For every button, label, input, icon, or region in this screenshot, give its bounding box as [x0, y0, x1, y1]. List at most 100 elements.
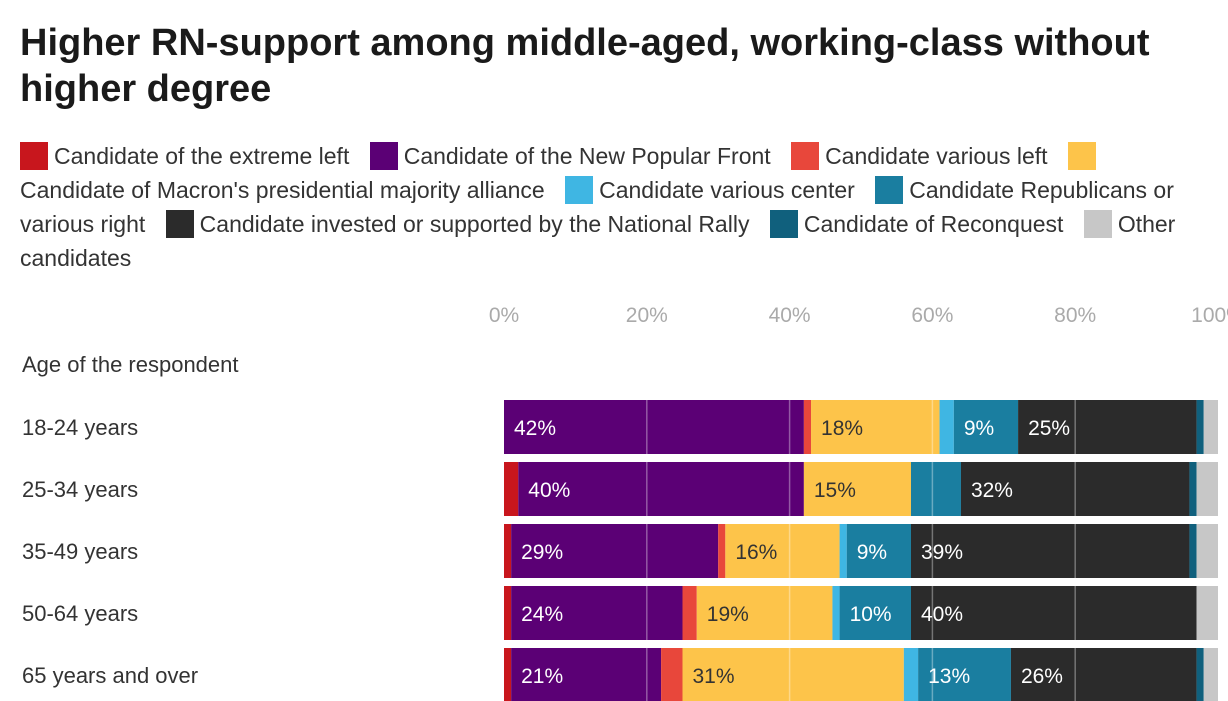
legend-swatch	[369, 142, 398, 170]
legend-label: Candidate of Reconquest	[803, 211, 1064, 237]
bar-segment	[682, 586, 697, 640]
category-label: 18-24 years	[22, 415, 138, 440]
bar-segment	[953, 400, 1019, 454]
legend-label: Candidate various left	[825, 143, 1048, 169]
legend-label: Candidate of the extreme left	[54, 143, 350, 169]
bar-segment	[1196, 462, 1218, 516]
data-label: 9%	[964, 417, 994, 440]
bar-segment	[846, 524, 911, 578]
legend: Candidate of the extreme left Candidate …	[20, 139, 1190, 275]
legend-swatch	[565, 176, 594, 204]
bar-segment	[839, 524, 847, 578]
bar-segment	[1196, 524, 1218, 578]
bar-segment	[910, 462, 961, 516]
bar-segment	[903, 648, 919, 701]
x-axis-ticks: 0% 20% 40% 60% 80% 100%	[489, 304, 1228, 327]
data-label: 16%	[735, 541, 777, 564]
x-tick-label: 60%	[911, 304, 953, 327]
legend-item-macron-alliance: Candidate of Macron's presidential major…	[20, 142, 1102, 203]
data-label: 42%	[514, 417, 556, 440]
bar-segment	[803, 462, 911, 516]
legend-label: Candidate various center	[599, 177, 855, 203]
data-label: 40%	[528, 479, 570, 502]
legend-item-new-popular-front: Candidate of the New Popular Front	[369, 142, 771, 170]
bar-segment	[511, 586, 683, 640]
legend-item-reconquest: Candidate of Reconquest	[769, 210, 1064, 238]
bar-segment	[1196, 586, 1218, 640]
category-label: 50-64 years	[22, 601, 138, 626]
bar-segment	[1196, 400, 1204, 454]
legend-swatch	[20, 142, 48, 170]
data-label: 29%	[521, 541, 563, 564]
x-tick-label: 20%	[626, 304, 668, 327]
bar-segment	[504, 462, 519, 516]
data-label: 40%	[921, 603, 963, 626]
bar-segment	[511, 524, 719, 578]
bar-segment	[910, 586, 1197, 640]
bar-segment	[504, 524, 512, 578]
bar-segment	[1189, 462, 1197, 516]
legend-item-various-left: Candidate various left	[791, 142, 1048, 170]
data-label: 39%	[921, 541, 963, 564]
bar-segment	[811, 400, 940, 454]
legend-label: Candidate of Macron's presidential major…	[20, 177, 545, 203]
stacked-bar-chart: 0% 20% 40% 60% 80% 100% Age of the respondent…	[22, 304, 1228, 701]
bar-segment	[696, 586, 833, 640]
legend-item-extreme-left: Candidate of the extreme left	[20, 142, 350, 170]
data-label: 24%	[521, 603, 563, 626]
category-label: 35-49 years	[22, 539, 138, 564]
bar-segment	[1018, 400, 1197, 454]
bar-segment	[504, 400, 804, 454]
bar-segment	[504, 648, 512, 701]
category-label: 65 years and over	[22, 663, 198, 688]
data-label: 10%	[850, 603, 892, 626]
legend-swatch	[1067, 142, 1096, 170]
bar-segment	[518, 462, 804, 516]
data-label: 26%	[1021, 665, 1063, 688]
legend-swatch	[769, 210, 798, 238]
data-label: 18%	[821, 417, 863, 440]
legend-label: Candidate invested or supported by the N…	[199, 211, 750, 237]
x-tick-label: 100%	[1191, 304, 1228, 327]
bar-segment	[832, 586, 840, 640]
legend-item-other: Other candidates	[20, 210, 1175, 271]
data-label: 13%	[928, 665, 970, 688]
legend-swatch	[1083, 210, 1112, 238]
bar-segment	[1189, 524, 1197, 578]
gridlines	[646, 400, 1076, 701]
bar-segment	[1203, 400, 1218, 454]
legend-label: Candidate Republicans or various right	[20, 177, 1174, 237]
bar-segment	[1196, 648, 1204, 701]
data-label: 32%	[971, 479, 1013, 502]
bar-segment	[918, 648, 1011, 701]
x-tick-label: 80%	[1054, 304, 1096, 327]
x-tick-label: 40%	[769, 304, 811, 327]
chart-title: Higher RN-support among middle-aged, wor…	[20, 22, 1150, 110]
bar-segment	[803, 400, 812, 454]
data-label: 25%	[1028, 417, 1070, 440]
bar-rows: 18-24 years 25-34 years 35-49 years 50-64 y…	[22, 400, 1218, 701]
bar-segment	[718, 524, 726, 578]
bar-segment	[1203, 648, 1218, 701]
legend-item-national-rally: Candidate invested or supported by the N…	[165, 210, 750, 238]
legend-swatch	[165, 210, 194, 238]
data-labels: 42% 18% 9% 25% 40% 15% 32% 29% 16% 9% 39% 24% 19% 10%…	[514, 417, 1070, 688]
bar-segment	[511, 648, 662, 701]
legend-item-various-center: Candidate various center	[565, 176, 855, 204]
bar-segment	[960, 462, 1190, 516]
bar-segment	[939, 400, 954, 454]
legend-swatch	[875, 176, 904, 204]
category-label: 25-34 years	[22, 477, 138, 502]
data-label: 9%	[857, 541, 887, 564]
bar-segment	[504, 586, 512, 640]
group-label: Age of the respondent	[22, 352, 239, 377]
x-tick-label: 0%	[489, 304, 519, 327]
bar-segment	[725, 524, 840, 578]
data-label: 15%	[814, 479, 856, 502]
bar-segment	[910, 524, 1190, 578]
data-label: 19%	[707, 603, 749, 626]
bar-segment	[1010, 648, 1197, 701]
data-label: 21%	[521, 665, 563, 688]
legend-label: Candidate of the New Popular Front	[403, 143, 771, 169]
bar-segment	[682, 648, 904, 701]
